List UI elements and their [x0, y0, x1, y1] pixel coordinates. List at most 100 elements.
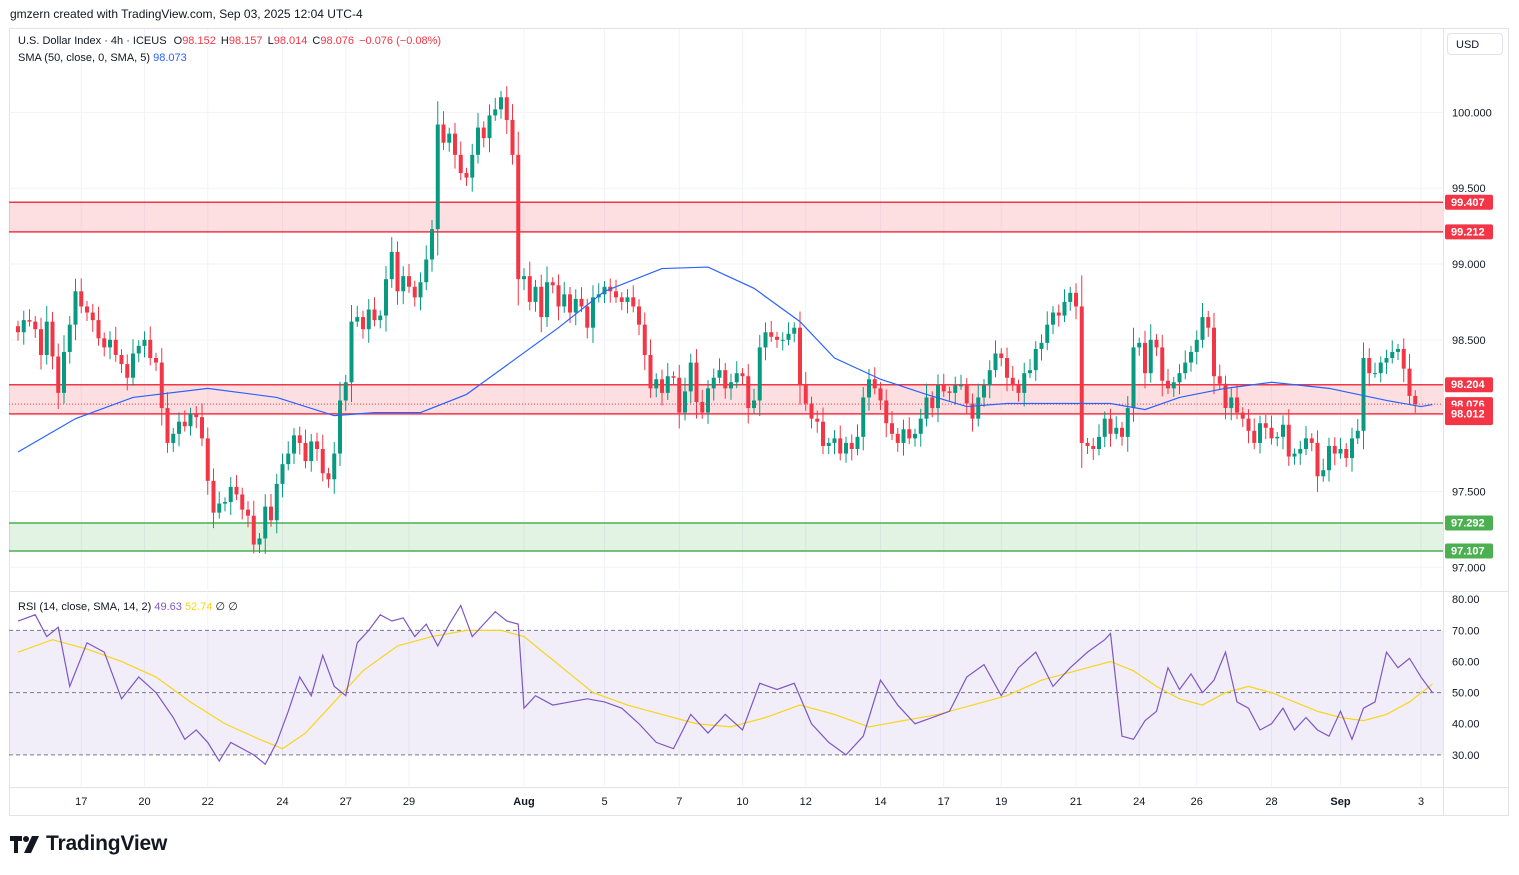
candle-down	[240, 494, 245, 510]
candle-down	[1108, 418, 1113, 434]
candle-down	[39, 329, 43, 355]
time-tick-label: Sep	[1330, 796, 1350, 808]
candle-down	[539, 286, 544, 318]
candle-up	[1258, 423, 1262, 443]
price-tick-label: 99.500	[1452, 183, 1486, 195]
price-labels: 99.40799.21298.20498.07602:55:1898.01297…	[1445, 194, 1494, 559]
close-value: 98.076	[320, 35, 355, 47]
candle-up	[384, 279, 388, 316]
candle-up	[1321, 470, 1326, 477]
low-label: L	[267, 35, 274, 47]
candle-up	[355, 317, 360, 322]
candle-up	[1292, 453, 1297, 457]
candle-down	[182, 421, 187, 427]
time-tick-label: 24	[1133, 796, 1145, 808]
candle-up	[1194, 339, 1199, 352]
candle-down	[890, 423, 894, 434]
candle-down	[504, 97, 509, 120]
candle-down	[803, 385, 808, 404]
time-axis[interactable]: 17 20 22 24 27 29 Aug 5 7 10 12 14 17 19 21 24 26 28 Sep 3	[75, 796, 1424, 808]
candle-down	[1344, 448, 1349, 459]
change-value: −0.076 (−0.08%)	[359, 35, 442, 47]
candle-up	[953, 385, 958, 393]
candle-down	[1120, 427, 1124, 437]
rsi-legend[interactable]: RSI (14, close, SMA, 14, 2) 49.63 52.74 …	[18, 600, 238, 613]
candle-up	[562, 294, 567, 307]
candle-down	[246, 509, 250, 516]
rsi-extra-1: ∅	[215, 601, 226, 613]
candle-down	[619, 297, 624, 302]
candle-up	[918, 418, 923, 434]
candle-down	[361, 317, 365, 330]
candle-up	[366, 309, 371, 330]
candle-down	[1401, 348, 1406, 369]
candle-up	[936, 385, 940, 409]
price-tick-label: 98.500	[1452, 335, 1486, 347]
candle-up	[1378, 362, 1383, 374]
candle-down	[27, 320, 32, 322]
candle-down	[315, 441, 319, 449]
candle-up	[901, 429, 906, 443]
candle-down	[119, 354, 124, 365]
candle-up	[487, 115, 492, 139]
time-tick-label: 5	[601, 796, 607, 808]
candle-up	[1361, 358, 1366, 431]
candle-down	[815, 418, 820, 422]
candle-up	[378, 315, 383, 321]
candle-up	[861, 397, 866, 437]
candle-up	[447, 133, 452, 143]
candle-up	[625, 297, 630, 302]
candle-down	[556, 285, 561, 307]
candle-down	[631, 297, 636, 307]
candle-up	[867, 379, 871, 398]
candle-down	[1160, 347, 1165, 381]
candle-down	[798, 327, 802, 386]
candle-down	[441, 124, 446, 143]
candle-up	[435, 124, 440, 230]
currency-button[interactable]: USD	[1447, 33, 1503, 55]
open-label: O	[173, 35, 183, 47]
candle-up	[757, 347, 762, 401]
sma-legend[interactable]: SMA (50, close, 0, SMA, 5) 98.073	[18, 52, 187, 64]
candle-up	[1200, 317, 1205, 340]
candle-up	[292, 435, 296, 454]
candle-down	[941, 385, 946, 392]
candle-up	[136, 345, 141, 354]
candle-layer	[9, 86, 1443, 554]
candle-up	[257, 538, 262, 545]
candle-down	[1154, 339, 1159, 348]
candle-down	[412, 286, 417, 298]
symbol-legend[interactable]: U.S. Dollar Index · 4h · ICEUS O98.152 H…	[18, 35, 441, 47]
candle-down	[372, 309, 377, 321]
candle-down	[481, 127, 486, 139]
candle-down	[550, 282, 555, 286]
time-tick-label: 29	[403, 796, 415, 808]
candle-down	[1212, 327, 1216, 377]
candle-up	[1298, 448, 1303, 454]
price-label-box	[1445, 406, 1493, 422]
sma-label[interactable]: SMA (50, close, 0, SMA, 5)	[18, 52, 151, 64]
time-tick-label: 7	[676, 796, 682, 808]
candle-down	[453, 133, 457, 155]
candle-up	[654, 379, 659, 389]
time-tick-label: 17	[938, 796, 950, 808]
candle-down	[211, 480, 216, 513]
candle-down	[516, 154, 521, 280]
candle-up	[263, 506, 268, 539]
candle-up	[913, 433, 917, 439]
candle-down	[746, 376, 751, 409]
candle-up	[924, 397, 929, 419]
candle-up	[332, 453, 337, 480]
candle-down	[510, 119, 515, 155]
candle-up	[389, 251, 394, 280]
price-tick-label: 97.500	[1452, 486, 1486, 498]
tradingview-logo[interactable]: TradingView	[10, 832, 167, 856]
candle-up	[470, 154, 475, 178]
candle-up	[855, 436, 860, 449]
candle-up	[706, 388, 710, 413]
candle-up	[591, 297, 595, 328]
candle-down	[809, 403, 814, 419]
rsi-label[interactable]: RSI (14, close, SMA, 14, 2)	[18, 601, 152, 613]
symbol-name[interactable]: U.S. Dollar Index · 4h · ICEUS	[18, 35, 167, 47]
